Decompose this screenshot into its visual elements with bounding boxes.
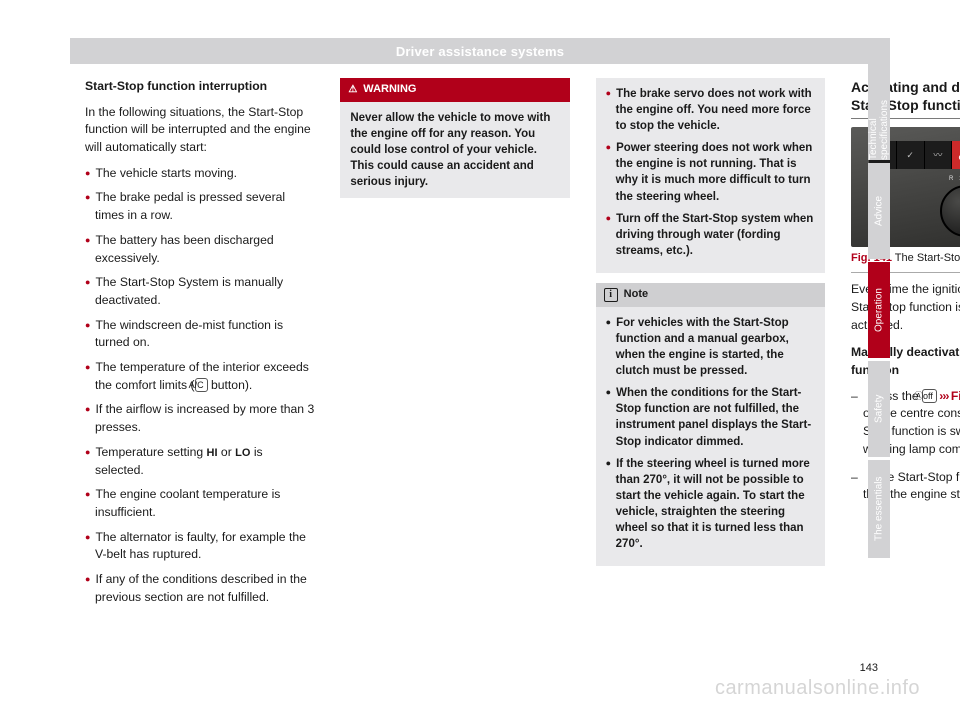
watermark: carmanualsonline.info: [715, 677, 920, 700]
info-icon: i: [604, 288, 618, 302]
panel-button: ✓: [897, 141, 925, 169]
bullet-item: The brake pedal is pressed several times…: [85, 189, 314, 224]
lo-label: LO: [235, 447, 250, 459]
chevron-ref-icon: ›››: [937, 389, 951, 403]
warning-bullet: Turn off the Start-Stop system when driv…: [606, 211, 815, 259]
warning-bullet: Power steering does not work when the en…: [606, 140, 815, 204]
content-columns: Start-Stop function interruption In the …: [85, 78, 825, 638]
warning-triangle-icon: ⚠: [348, 83, 357, 98]
bullet-item: The Start-Stop System is manually deacti…: [85, 274, 314, 309]
note-bullet: If the steering wheel is turned more tha…: [606, 456, 815, 553]
gear-pattern-label: R 1 3 5: [949, 175, 960, 184]
bullet-item: The alternator is faulty, for example th…: [85, 529, 314, 564]
hi-label: HI: [207, 447, 218, 459]
warning-bullet: The brake servo does not work with the e…: [606, 86, 815, 134]
tab-advice[interactable]: Advice: [868, 163, 890, 259]
warning-box: ⚠ WARNING Never allow the vehicle to mov…: [340, 78, 569, 198]
section-header-title: Driver assistance systems: [396, 44, 564, 59]
note-bullet: For vehicles with the Start-Stop functio…: [606, 315, 815, 379]
bullet-item: The windscreen de-mist function is turne…: [85, 317, 314, 352]
tab-operation[interactable]: Operation: [868, 262, 890, 358]
panel-button: 〰: [925, 141, 953, 169]
col1-bullets: The vehicle starts moving. The brake ped…: [85, 165, 314, 607]
ac-button-icon: A/C: [195, 378, 208, 392]
page: Driver assistance systems Start-Stop fun…: [0, 0, 960, 708]
note-bullet: When the conditions for the Start-Stop f…: [606, 385, 815, 449]
text: or: [218, 445, 236, 459]
side-tabs: Technical specifications Advice Operatio…: [868, 64, 890, 561]
note-label: Note: [624, 287, 648, 303]
tab-the-essentials[interactable]: The essentials: [868, 460, 890, 558]
warning-body: Never allow the vehicle to move with the…: [340, 102, 569, 198]
section-header-band: Driver assistance systems: [70, 38, 890, 64]
bullet-item: The engine coolant temperature is insuff…: [85, 486, 314, 521]
warning-label: WARNING: [363, 82, 416, 98]
col1-heading: Start-Stop function interruption: [85, 78, 314, 96]
warning-body-continued: The brake servo does not work with the e…: [596, 78, 825, 273]
warning-title-bar: ⚠ WARNING: [340, 78, 569, 102]
note-body: For vehicles with the Start-Stop functio…: [596, 307, 825, 566]
tab-technical-specifications[interactable]: Technical specifications: [868, 64, 890, 160]
bullet-item: The temperature of the interior exceeds …: [85, 359, 314, 394]
off-button-icon: Ⓐoff: [922, 389, 937, 403]
col1-intro: In the following situations, the Start-S…: [85, 104, 314, 157]
gear-knob: [940, 185, 960, 237]
bullet-item: If any of the conditions described in th…: [85, 571, 314, 606]
tab-safety[interactable]: Safety: [868, 361, 890, 457]
bullet-item: If the airflow is increased by more than…: [85, 401, 314, 436]
figure-link: Fig. 141: [951, 389, 960, 403]
note-title-bar: i Note: [596, 283, 825, 307]
text: Temperature setting: [95, 445, 206, 459]
note-box: i Note For vehicles with the Start-Stop …: [596, 283, 825, 566]
start-stop-off-button: Ⓐ OFF: [952, 141, 960, 169]
bullet-item: Temperature setting HI or LO is selected…: [85, 444, 314, 480]
page-number: 143: [860, 662, 878, 674]
figure-caption-text: The Start-Stop function button.: [892, 252, 960, 264]
bullet-item: The vehicle starts moving.: [85, 165, 314, 183]
text: button).: [208, 378, 253, 392]
bullet-item: The battery has been discharged excessiv…: [85, 232, 314, 267]
